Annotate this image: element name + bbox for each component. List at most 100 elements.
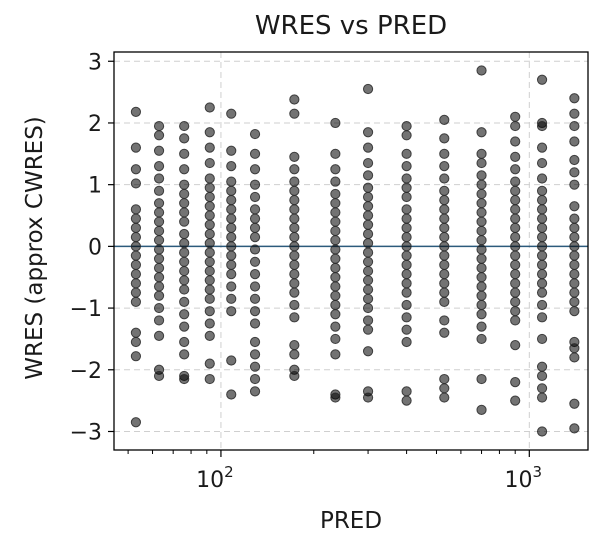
scatter-point xyxy=(179,207,190,218)
scatter-point xyxy=(289,287,300,298)
scatter-point xyxy=(226,194,237,206)
scatter-point xyxy=(476,198,487,209)
scatter-point xyxy=(362,315,374,326)
scatter-point xyxy=(226,232,237,243)
scatter-point xyxy=(569,222,580,233)
scatter-point xyxy=(476,299,487,311)
scatter-point xyxy=(289,94,300,105)
scatter-point xyxy=(536,361,548,372)
scatter-point xyxy=(289,185,300,196)
scatter-point xyxy=(476,170,487,181)
scatter-point xyxy=(362,265,374,277)
scatter-point xyxy=(401,269,412,280)
scatter-point xyxy=(226,389,237,400)
scatter-point xyxy=(439,315,450,326)
scatter-point xyxy=(330,253,341,264)
scatter-point xyxy=(204,191,215,203)
scatter-point xyxy=(130,259,142,270)
scatter-point xyxy=(289,340,300,351)
scatter-point xyxy=(153,207,165,218)
scatter-point xyxy=(330,290,341,301)
scatter-point xyxy=(130,351,142,362)
x-axis-title: PRED xyxy=(320,508,382,534)
scatter-point xyxy=(439,133,450,144)
scatter-point xyxy=(330,188,341,200)
scatter-point xyxy=(439,250,450,261)
scatter-point xyxy=(510,213,521,224)
scatter-point xyxy=(476,404,487,415)
scatter-point xyxy=(536,426,548,437)
scatter-point xyxy=(439,392,450,403)
scatter-point xyxy=(536,173,548,184)
scatter-point xyxy=(226,241,237,252)
scatter-point xyxy=(476,309,487,320)
scatter-point xyxy=(249,164,261,175)
scatter-point xyxy=(439,185,450,196)
scatter-point xyxy=(179,256,190,267)
scatter-point xyxy=(536,278,548,289)
scatter-point xyxy=(536,157,548,169)
scatter-point xyxy=(439,161,450,172)
scatter-point xyxy=(401,312,412,323)
scatter-point xyxy=(330,216,341,227)
scatter-point xyxy=(362,83,374,95)
scatter-point xyxy=(439,241,450,252)
scatter-point xyxy=(569,259,580,270)
scatter-point xyxy=(536,120,548,132)
scatter-point xyxy=(226,213,237,224)
scatter-point xyxy=(362,392,374,403)
scatter-point xyxy=(439,114,450,125)
scatter-point xyxy=(330,117,341,129)
scatter-point xyxy=(569,108,580,119)
scatter-point xyxy=(330,164,341,175)
scatter-point xyxy=(476,290,487,301)
scatter-point xyxy=(401,250,412,261)
scatter-point xyxy=(362,201,374,212)
scatter-point xyxy=(510,120,521,132)
scatter-point xyxy=(249,222,261,233)
scatter-point xyxy=(226,222,237,233)
scatter-point xyxy=(289,176,300,187)
scatter-point xyxy=(536,74,548,85)
scatter-point xyxy=(439,327,450,338)
scatter-point xyxy=(204,284,215,295)
scatter-point xyxy=(249,318,261,329)
scatter-point xyxy=(476,235,487,246)
scatter-point xyxy=(536,250,548,261)
scatter-point xyxy=(179,373,190,385)
scatter-point xyxy=(179,238,190,249)
scatter-point xyxy=(569,232,580,243)
scatter-point xyxy=(401,120,412,132)
scatter-point xyxy=(204,247,215,258)
scatter-point xyxy=(439,259,450,270)
scatter-point xyxy=(204,142,215,153)
scatter-point xyxy=(330,148,341,159)
scatter-point xyxy=(130,213,142,224)
scatter-point xyxy=(401,161,412,172)
scatter-point xyxy=(330,281,341,292)
scatter-point xyxy=(536,312,548,323)
scatter-point xyxy=(130,296,142,308)
scatter-point xyxy=(249,281,261,292)
scatter-point xyxy=(289,349,300,360)
scatter-point xyxy=(476,179,487,190)
x-tick-label: 102 xyxy=(196,463,234,493)
scatter-point xyxy=(569,179,580,190)
scatter-point xyxy=(330,262,341,274)
scatter-point xyxy=(226,108,237,119)
scatter-point xyxy=(179,148,190,159)
scatter-point xyxy=(439,194,450,206)
scatter-point xyxy=(249,361,261,372)
scatter-point xyxy=(510,241,521,252)
scatter-point xyxy=(153,330,165,341)
scatter-point xyxy=(226,176,237,187)
scatter-point xyxy=(510,306,521,317)
scatter-point xyxy=(289,259,300,270)
scatter-point xyxy=(179,198,190,209)
scatter-point xyxy=(401,213,412,224)
scatter-point xyxy=(536,232,548,243)
scatter-point xyxy=(330,207,341,218)
scatter-point xyxy=(289,194,300,206)
scatter-point xyxy=(289,278,300,289)
